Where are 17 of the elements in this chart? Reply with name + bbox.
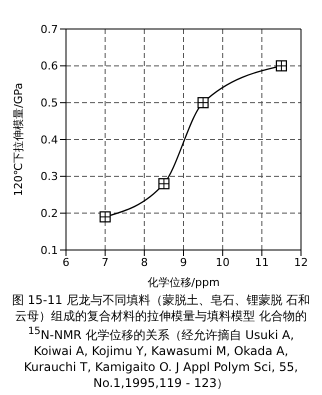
caption: 图 15-11 尼龙与不同填料（蒙脱土、皂石、锂蒙脱 石和云母）组成的复合材料的拉伸模量与填料模型 化合物的 $^{15}$N-NMR 化学位移的关系（经允许摘自 Usuki A, Koiwai A, Kojimu Y, Kawasumi M, Okada A, Kurauchi T, Kamigaito O. J Appl Polym Sci, 55, No.1,1995,119 - 123） (10, 292, 312, 391)
y-tick-label: 0.4 (40, 133, 58, 146)
x-tick-label: 9 (180, 256, 187, 269)
x-tick-label: 12 (294, 256, 308, 269)
x-axis-title: 化学位移/ppm (147, 276, 220, 289)
y-tick-label: 0.7 (40, 22, 58, 36)
x-tick-label: 11 (254, 256, 269, 269)
x-tick-label: 10 (216, 256, 230, 269)
y-tick-label: 0.5 (40, 96, 58, 110)
x-tick-label: 8 (140, 256, 148, 269)
y-axis-title: 120℃下拉伸模量/GPa (12, 82, 25, 196)
y-tick-label: 0.1 (40, 244, 58, 257)
x-tick-label: 6 (62, 256, 70, 269)
y-tick-label: 0.3 (40, 170, 58, 184)
y-tick-label: 0.6 (40, 60, 58, 73)
x-tick-label: 7 (102, 256, 109, 269)
y-tick-label: 0.2 (40, 207, 58, 220)
